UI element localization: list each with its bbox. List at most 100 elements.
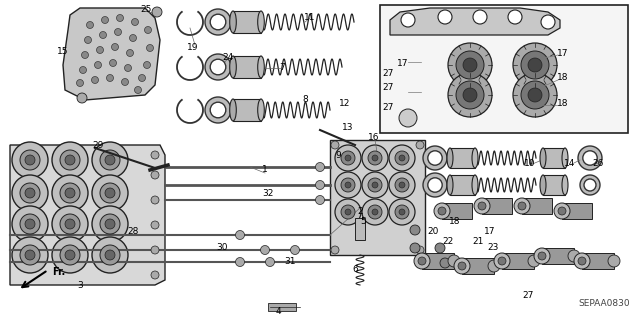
- Circle shape: [474, 198, 490, 214]
- Circle shape: [448, 255, 460, 267]
- Text: 19: 19: [188, 43, 199, 53]
- Text: 32: 32: [262, 189, 274, 197]
- Circle shape: [410, 225, 420, 235]
- Circle shape: [401, 13, 415, 27]
- Circle shape: [316, 196, 324, 204]
- Text: 24: 24: [222, 53, 234, 62]
- Circle shape: [335, 145, 361, 171]
- Polygon shape: [63, 8, 160, 100]
- Text: 17: 17: [397, 58, 409, 68]
- Circle shape: [116, 14, 124, 21]
- Circle shape: [143, 62, 150, 69]
- Circle shape: [79, 66, 86, 73]
- Circle shape: [81, 51, 88, 58]
- Text: 18: 18: [557, 73, 569, 83]
- Circle shape: [438, 207, 446, 215]
- Circle shape: [210, 59, 226, 75]
- Text: 27: 27: [522, 291, 534, 300]
- Circle shape: [105, 155, 115, 165]
- Circle shape: [528, 88, 542, 102]
- Circle shape: [25, 155, 35, 165]
- Circle shape: [528, 58, 542, 72]
- Circle shape: [60, 183, 80, 203]
- Text: 18: 18: [557, 99, 569, 108]
- Circle shape: [414, 253, 430, 269]
- Bar: [380, 5, 628, 133]
- Circle shape: [428, 178, 442, 192]
- Circle shape: [52, 175, 88, 211]
- Circle shape: [236, 257, 244, 266]
- Circle shape: [316, 181, 324, 189]
- Bar: [482, 198, 512, 214]
- Circle shape: [568, 250, 580, 262]
- Ellipse shape: [472, 175, 478, 195]
- Circle shape: [463, 88, 477, 102]
- Circle shape: [372, 209, 378, 215]
- Circle shape: [65, 155, 75, 165]
- Circle shape: [84, 36, 92, 43]
- Bar: [450, 175, 475, 195]
- Circle shape: [92, 206, 128, 242]
- Circle shape: [395, 151, 409, 165]
- Bar: [422, 253, 454, 269]
- Circle shape: [210, 14, 226, 30]
- Text: 21: 21: [472, 238, 484, 247]
- Circle shape: [608, 255, 620, 267]
- Ellipse shape: [562, 148, 568, 168]
- Circle shape: [25, 188, 35, 198]
- Ellipse shape: [258, 99, 264, 121]
- Circle shape: [20, 150, 40, 170]
- Circle shape: [416, 141, 424, 149]
- Circle shape: [554, 203, 570, 219]
- Circle shape: [508, 10, 522, 24]
- Circle shape: [111, 43, 118, 50]
- Ellipse shape: [230, 11, 236, 33]
- Circle shape: [341, 151, 355, 165]
- Circle shape: [473, 10, 487, 24]
- Text: 23: 23: [487, 242, 499, 251]
- Circle shape: [574, 253, 590, 269]
- Circle shape: [580, 175, 600, 195]
- Circle shape: [528, 255, 540, 267]
- Text: 26: 26: [592, 159, 604, 167]
- Circle shape: [151, 151, 159, 159]
- Circle shape: [12, 142, 48, 178]
- Circle shape: [362, 145, 388, 171]
- Circle shape: [395, 205, 409, 219]
- Circle shape: [341, 178, 355, 192]
- Circle shape: [558, 207, 566, 215]
- Circle shape: [99, 32, 106, 39]
- Circle shape: [20, 183, 40, 203]
- Circle shape: [372, 182, 378, 188]
- Ellipse shape: [258, 11, 264, 33]
- Circle shape: [97, 47, 104, 54]
- Circle shape: [538, 252, 546, 260]
- Circle shape: [25, 250, 35, 260]
- Bar: [542, 248, 574, 264]
- Text: 10: 10: [524, 159, 536, 167]
- Circle shape: [389, 199, 415, 225]
- Text: SEPAA0830: SEPAA0830: [579, 299, 630, 308]
- Circle shape: [105, 250, 115, 260]
- Circle shape: [448, 43, 492, 87]
- Circle shape: [395, 178, 409, 192]
- Circle shape: [583, 151, 597, 165]
- Circle shape: [410, 243, 420, 253]
- Circle shape: [205, 97, 231, 123]
- Text: 27: 27: [382, 69, 394, 78]
- Bar: [233, 11, 261, 33]
- Polygon shape: [10, 145, 165, 285]
- Text: 3: 3: [77, 280, 83, 290]
- Text: 2: 2: [357, 207, 363, 217]
- Text: 14: 14: [564, 159, 576, 167]
- Circle shape: [151, 171, 159, 179]
- Text: 1: 1: [262, 166, 268, 174]
- Circle shape: [521, 81, 549, 109]
- Circle shape: [86, 21, 93, 28]
- Circle shape: [109, 60, 116, 66]
- Circle shape: [362, 199, 388, 225]
- Text: 18: 18: [449, 218, 461, 226]
- Circle shape: [438, 10, 452, 24]
- Circle shape: [331, 141, 339, 149]
- Circle shape: [122, 78, 129, 85]
